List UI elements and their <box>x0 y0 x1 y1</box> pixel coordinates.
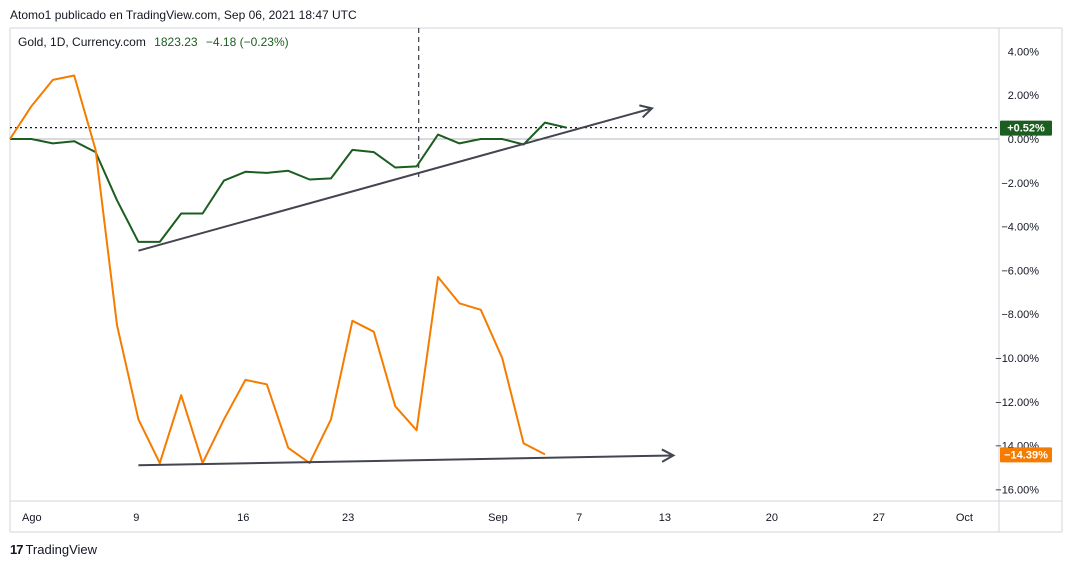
x-tick-label: 13 <box>659 512 671 524</box>
y-tick-label: −6.00% <box>1001 265 1039 277</box>
tradingview-logo-icon: 17 <box>10 541 24 557</box>
trendline-2[interactable] <box>138 454 674 467</box>
y-tick-label: 4.00% <box>1008 46 1039 58</box>
symbol-change: −4.18 (−0.23%) <box>205 35 289 49</box>
orange-series-line <box>9 74 546 465</box>
gold-last-value-badge: +0.52% <box>1000 120 1052 136</box>
series-layer <box>9 74 567 465</box>
publisher-header: Atomo1 publicado en TradingView.com, Sep… <box>10 8 357 22</box>
x-tick-label: 20 <box>766 512 778 524</box>
x-tick-label: Ago <box>22 512 42 524</box>
x-tick-label: 27 <box>873 512 885 524</box>
trendline-1-arrowhead <box>639 104 655 119</box>
tradingview-brand-label: TradingView <box>25 541 98 557</box>
y-tick-label: −16.00% <box>995 484 1039 496</box>
time-axis[interactable]: Ago 9 16 23 Sep 7 13 20 27 Oct <box>22 512 973 524</box>
orange-last-value-badge: −14.39% <box>1000 447 1052 463</box>
trendline-layer[interactable] <box>138 104 676 467</box>
tradingview-footer[interactable]: 17 TradingView <box>10 541 97 557</box>
y-tick-label: −8.00% <box>1001 309 1039 321</box>
price-axis[interactable]: 4.00% 2.00% 0.00% −2.00% −4.00% −6.00% −8.00% −… <box>995 46 1039 496</box>
symbol-title: Gold, 1D, Currency.com <box>18 35 146 49</box>
x-tick-label: Sep <box>488 512 508 524</box>
y-tick-label: −10.00% <box>995 353 1039 365</box>
trendline-1[interactable] <box>138 107 653 252</box>
y-tick-label: −2.00% <box>1001 178 1039 190</box>
y-tick-label: 0.00% <box>1008 134 1039 146</box>
y-tick-label: 2.00% <box>1008 90 1039 102</box>
y-tick-label: −4.00% <box>1001 222 1039 234</box>
symbol-legend[interactable]: Gold, 1D, Currency.com 1823.23 −4.18 (−0… <box>18 35 289 49</box>
reference-lines <box>10 28 999 179</box>
symbol-price: 1823.23 <box>154 35 198 49</box>
x-tick-label: Oct <box>956 512 973 524</box>
y-tick-label: −12.00% <box>995 397 1039 409</box>
gold-series-line <box>10 121 567 243</box>
gold-last-value-badge-text: +0.52% <box>1007 123 1045 135</box>
last-value-badges: +0.52% −14.39% <box>1000 120 1052 463</box>
x-tick-label: 9 <box>133 512 139 524</box>
x-tick-label: 23 <box>342 512 354 524</box>
x-tick-label: 16 <box>237 512 249 524</box>
trendline-2-arrowhead <box>661 448 676 463</box>
gold-last-value-badge-bg <box>1000 120 1052 136</box>
orange-last-value-badge-bg <box>1000 447 1052 463</box>
chart-frame <box>9 27 1063 533</box>
x-tick-label: 7 <box>576 512 582 524</box>
orange-last-value-badge-text: −14.39% <box>1004 449 1048 461</box>
